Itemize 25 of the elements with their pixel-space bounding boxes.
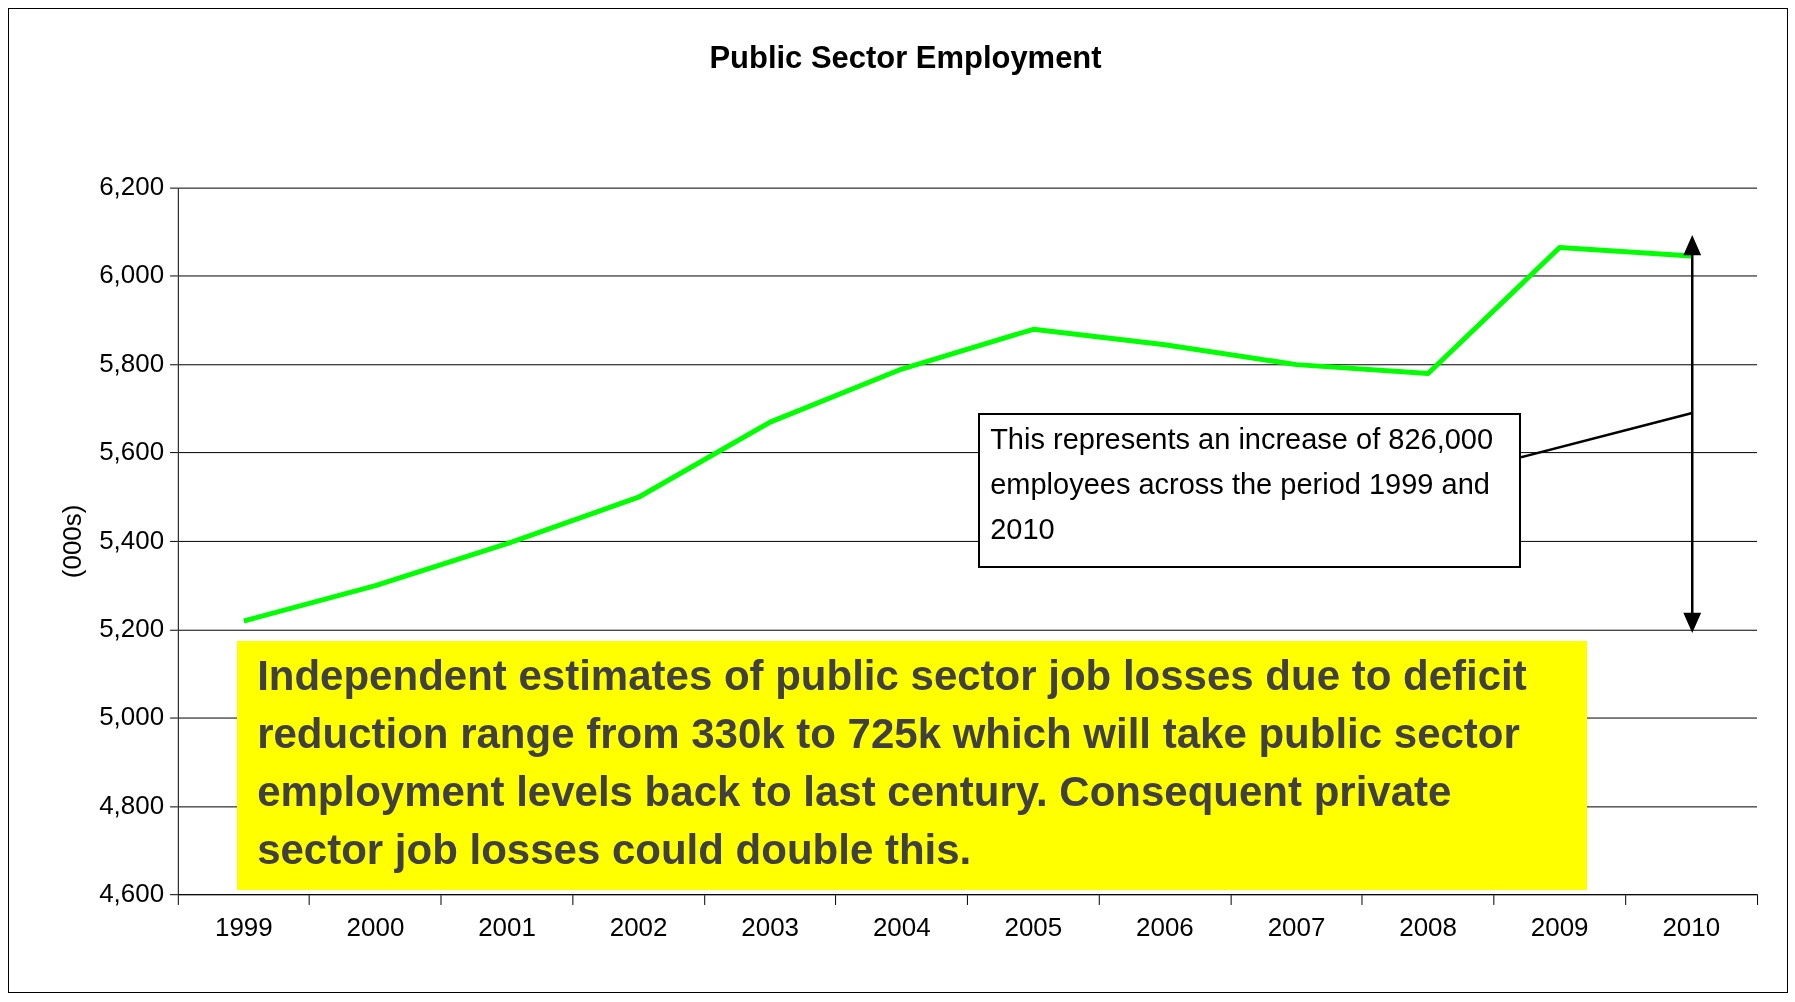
x-tick-label: 2009 (1530, 912, 1589, 941)
chart-title: Public Sector Employment (709, 40, 1102, 76)
y-tick-label: 5,600 (99, 437, 165, 466)
x-tick-label: 2010 (1662, 912, 1721, 941)
y-tick-label: 5,000 (99, 702, 165, 731)
x-tick-label: 2001 (478, 912, 536, 941)
y-tick-label: 4,800 (99, 790, 165, 819)
x-tick-label: 2004 (872, 912, 931, 941)
y-tick-label: 5,800 (99, 348, 165, 377)
y-tick-label: 6,200 (99, 172, 165, 200)
y-tick-label: 5,400 (99, 525, 165, 554)
y-tick-label: 5,200 (99, 613, 165, 642)
y-tick-label: 6,000 (99, 260, 165, 289)
annotation: Independent estimates of public sector job losses due to deficit reduction range from 330k to 725k which will take public sector employment levels back to last century. Consequent private sector job losses could double this. (237, 641, 1588, 891)
x-tick-label: 2000 (346, 912, 405, 941)
x-tick-label: 2008 (1399, 912, 1457, 941)
y-axis-title: (000s) (57, 504, 86, 579)
x-tick-label: 2007 (1267, 912, 1326, 941)
y-tick-label: 4,600 (99, 879, 165, 908)
callout-text-box: This represents an increase of 826,000 employees across the period 1999 and 2010 (978, 413, 1521, 569)
x-tick-label: 2003 (741, 912, 800, 941)
x-tick-label: 2005 (1004, 912, 1063, 941)
x-tick-label: 2006 (1136, 912, 1194, 941)
x-tick-label: 1999 (215, 912, 273, 941)
x-tick-label: 2002 (609, 912, 668, 941)
